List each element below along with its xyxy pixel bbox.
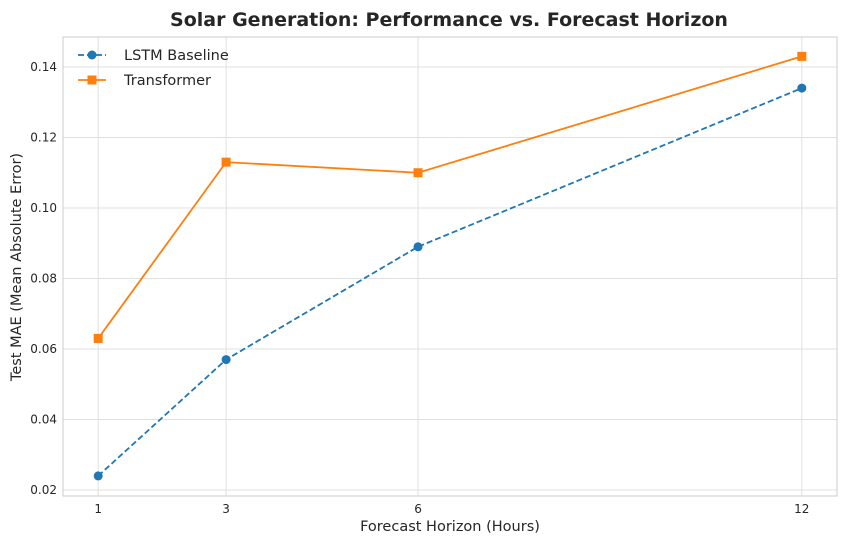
legend-marker <box>87 50 97 60</box>
y-tick-label: 0.06 <box>30 342 57 356</box>
data-point <box>797 51 807 61</box>
data-point <box>93 333 103 343</box>
chart-title: Solar Generation: Performance vs. Foreca… <box>170 9 728 31</box>
data-point <box>413 242 423 252</box>
legend-marker <box>87 75 97 85</box>
data-point <box>221 355 231 365</box>
data-point <box>413 168 423 178</box>
y-tick-label: 0.12 <box>30 130 57 144</box>
plot-area-frame <box>62 36 838 497</box>
series-transformer <box>93 51 807 343</box>
y-tick-label: 0.04 <box>30 413 57 427</box>
x-tick-label: 3 <box>222 502 230 516</box>
series-lstm-baseline <box>93 83 807 481</box>
x-axis-ticks: 1 3 6 12 <box>94 502 809 516</box>
x-tick-label: 6 <box>414 502 422 516</box>
x-axis-label: Forecast Horizon (Hours) <box>360 519 540 535</box>
x-tick-label: 1 <box>94 502 102 516</box>
y-tick-label: 0.08 <box>30 271 57 285</box>
series-line <box>97 55 803 339</box>
y-axis-label: Test MAE (Mean Absolute Error) <box>9 153 25 382</box>
y-tick-label: 0.14 <box>30 60 57 74</box>
series-lines <box>93 51 807 481</box>
legend-label: Transformer <box>123 73 211 89</box>
series-line <box>97 87 803 477</box>
legend: LSTM Baseline Transformer <box>78 48 229 89</box>
y-tick-label: 0.10 <box>30 201 57 215</box>
legend-entry: Transformer <box>78 73 211 89</box>
y-tick-label: 0.02 <box>30 483 57 497</box>
legend-entry: LSTM Baseline <box>78 48 229 64</box>
data-point <box>221 157 231 167</box>
x-tick-label: 12 <box>794 502 809 516</box>
y-axis-ticks: 0.02 0.04 0.06 0.08 0.10 0.12 0.14 <box>30 60 57 497</box>
data-point <box>93 471 103 481</box>
legend-label: LSTM Baseline <box>124 48 229 64</box>
data-point <box>797 83 807 93</box>
